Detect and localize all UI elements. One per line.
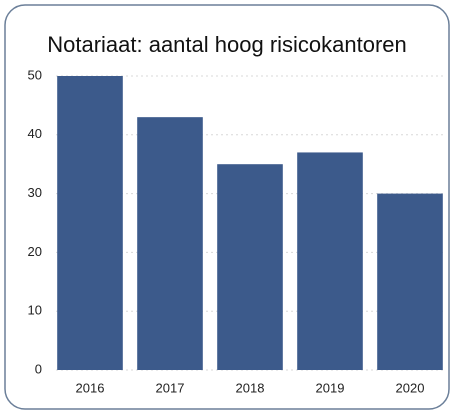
y-tick-label: 10 — [28, 303, 42, 318]
x-tick-label: 2018 — [236, 380, 265, 395]
bar — [217, 164, 283, 370]
chart-title: Notariaat: aantal hoog risicokantoren — [47, 32, 407, 57]
x-tick-label: 2020 — [396, 380, 425, 395]
x-tick-label: 2017 — [156, 380, 185, 395]
bar — [137, 117, 203, 370]
bar — [57, 76, 123, 370]
x-tick-label: 2016 — [76, 380, 105, 395]
y-tick-label: 0 — [35, 361, 42, 376]
bar — [297, 152, 363, 370]
y-tick-label: 20 — [28, 244, 42, 259]
y-tick-label: 40 — [28, 126, 42, 141]
x-tick-label: 2019 — [316, 380, 345, 395]
bar — [377, 193, 443, 370]
y-tick-label: 30 — [28, 185, 42, 200]
y-tick-label: 50 — [28, 67, 42, 82]
